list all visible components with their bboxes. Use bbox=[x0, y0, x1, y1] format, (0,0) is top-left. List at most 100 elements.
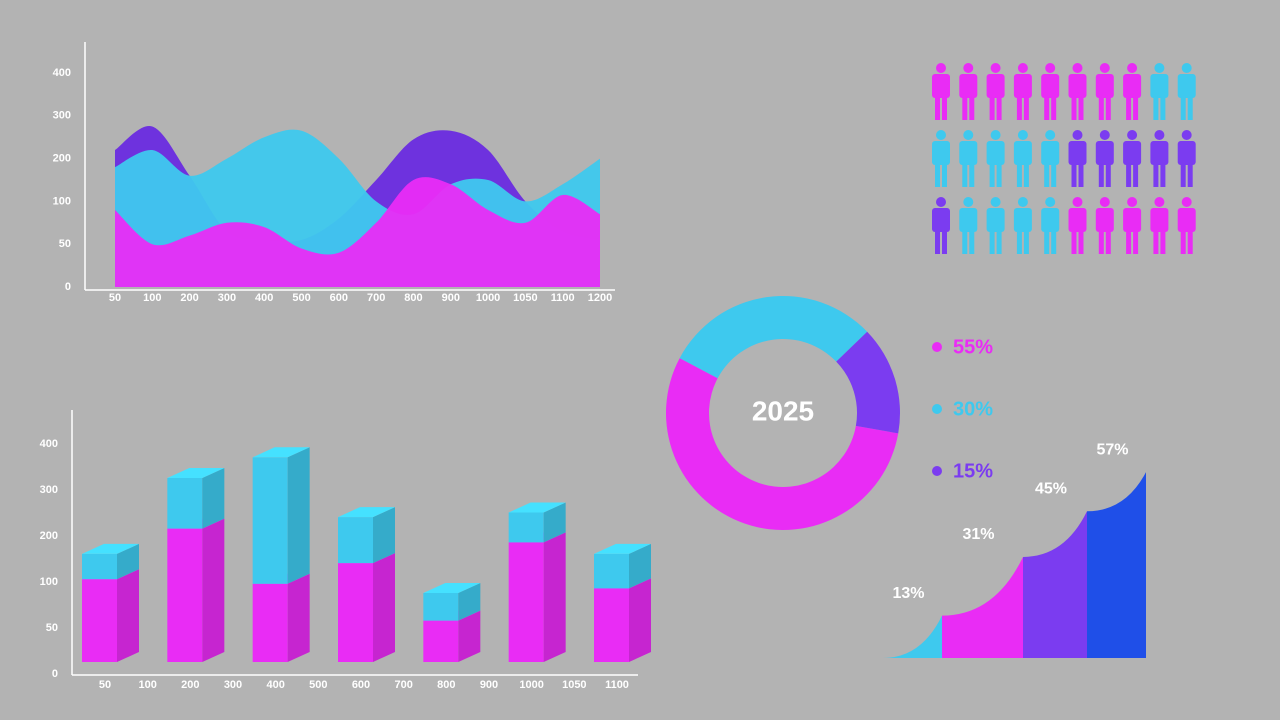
legend-dot bbox=[932, 404, 942, 414]
person-leg bbox=[1133, 163, 1139, 187]
bar-top bbox=[508, 502, 566, 513]
person-icon bbox=[1013, 63, 1032, 120]
bar-front bbox=[338, 517, 373, 564]
person-icon bbox=[1123, 197, 1142, 254]
person-leg bbox=[1180, 163, 1186, 187]
person-icon bbox=[1041, 197, 1060, 254]
person-body bbox=[1013, 74, 1032, 98]
person-icon bbox=[1123, 130, 1142, 187]
bar-segment bbox=[167, 518, 225, 662]
person-icon bbox=[1123, 63, 1142, 120]
person-head bbox=[1127, 197, 1138, 207]
growth-label: 13% bbox=[892, 585, 924, 602]
bar-top bbox=[423, 583, 481, 593]
x-tick-label: 300 bbox=[224, 679, 242, 691]
x-tick-label: 1100 bbox=[605, 679, 629, 691]
person-body bbox=[1177, 74, 1196, 98]
person-head bbox=[1127, 63, 1138, 73]
bar-segment bbox=[594, 543, 651, 589]
legend-label: 55% bbox=[953, 336, 993, 358]
person-icon bbox=[1150, 63, 1169, 120]
person-leg bbox=[1098, 230, 1104, 254]
person-leg bbox=[1023, 163, 1029, 187]
person-icon bbox=[1150, 130, 1169, 187]
person-leg bbox=[1126, 230, 1132, 254]
person-leg bbox=[942, 163, 947, 187]
person-leg bbox=[1160, 230, 1166, 254]
center-label: 2025 bbox=[752, 395, 814, 426]
bar-top bbox=[338, 507, 395, 518]
bar-side bbox=[629, 578, 651, 662]
person-leg bbox=[1133, 96, 1139, 120]
person-leg bbox=[996, 96, 1002, 120]
x-tick-label: 50 bbox=[99, 679, 111, 691]
bar-side bbox=[629, 543, 651, 589]
area bbox=[115, 177, 600, 287]
person-leg bbox=[935, 163, 940, 187]
x-tick-label: 1200 bbox=[588, 292, 612, 304]
person-icon bbox=[1177, 63, 1196, 120]
person-head bbox=[990, 63, 1001, 73]
person-head bbox=[936, 130, 946, 140]
person-leg bbox=[1023, 230, 1029, 254]
bar-front bbox=[167, 478, 203, 529]
person-leg bbox=[1098, 96, 1104, 120]
bar-side bbox=[202, 518, 225, 662]
x-tick-label: 1100 bbox=[551, 292, 575, 304]
person-leg bbox=[1187, 230, 1193, 254]
person-body bbox=[1013, 141, 1032, 165]
person-leg bbox=[1051, 230, 1057, 254]
x-tick-label: 200 bbox=[180, 292, 198, 304]
bar-front bbox=[252, 583, 288, 662]
bar-side bbox=[117, 569, 139, 662]
person-body bbox=[1177, 141, 1196, 165]
person-icon bbox=[932, 130, 950, 187]
bar-top bbox=[252, 447, 310, 458]
person-leg bbox=[1078, 96, 1084, 120]
person-leg bbox=[1105, 96, 1111, 120]
person-leg bbox=[1051, 96, 1057, 120]
person-leg bbox=[942, 230, 947, 254]
bar-side bbox=[117, 543, 139, 580]
bar-side bbox=[543, 502, 566, 543]
growth-segment bbox=[1087, 472, 1146, 658]
person-leg bbox=[1160, 163, 1166, 187]
bar-front bbox=[82, 579, 117, 662]
bar-side bbox=[373, 507, 395, 564]
person-leg bbox=[935, 230, 940, 254]
person-leg bbox=[1023, 96, 1029, 120]
person-leg bbox=[996, 230, 1002, 254]
person-body bbox=[1123, 74, 1142, 98]
person-head bbox=[1072, 63, 1083, 73]
person-leg bbox=[1180, 96, 1186, 120]
person-head bbox=[1072, 130, 1083, 140]
growth-label: 45% bbox=[1035, 481, 1067, 498]
person-leg bbox=[1044, 96, 1050, 120]
person-leg bbox=[1180, 230, 1186, 254]
person-leg bbox=[962, 163, 968, 187]
person-leg bbox=[1044, 230, 1050, 254]
person-head bbox=[990, 130, 1001, 140]
person-leg bbox=[1126, 163, 1132, 187]
x-tick-label: 1050 bbox=[513, 292, 537, 304]
person-body bbox=[1150, 208, 1169, 232]
person-icon bbox=[1068, 197, 1087, 254]
person-head bbox=[1154, 63, 1165, 73]
person-body bbox=[932, 208, 950, 232]
y-tick-label: 300 bbox=[53, 110, 71, 122]
person-leg bbox=[1071, 230, 1077, 254]
person-icon bbox=[1177, 197, 1196, 254]
person-head bbox=[1127, 130, 1138, 140]
person-body bbox=[1177, 208, 1196, 232]
person-icon bbox=[1068, 130, 1087, 187]
person-leg bbox=[969, 230, 975, 254]
person-head bbox=[1017, 197, 1028, 207]
person-icon bbox=[1068, 63, 1087, 120]
bar-front bbox=[508, 542, 544, 662]
person-icon bbox=[986, 63, 1005, 120]
x-tick-label: 500 bbox=[292, 292, 310, 304]
x-tick-label: 100 bbox=[143, 292, 161, 304]
person-icon bbox=[1013, 197, 1032, 254]
person-leg bbox=[935, 96, 940, 120]
